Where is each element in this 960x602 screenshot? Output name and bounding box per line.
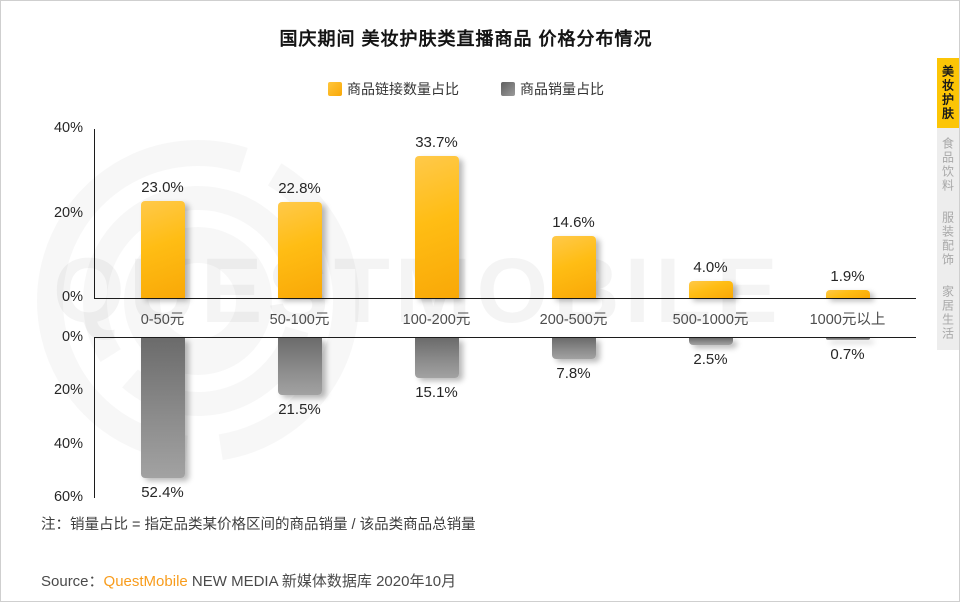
value-label-link-share: 4.0% [693,259,728,277]
value-label-link-share: 22.8% [278,179,321,197]
bottom-y-axis-tick: 60% [53,489,83,505]
top-zero-baseline [94,297,916,299]
bar-sales-share [414,338,459,379]
bottom-y-axis-line [94,338,96,498]
category-label: 100-200元 [402,312,471,328]
value-label-sales-share: 21.5% [278,401,321,419]
source-brand: QuestMobile [103,573,188,590]
bar-sales-share [551,338,596,359]
value-label-link-share: 23.0% [141,178,184,196]
bar-link-share [414,155,459,298]
bar-link-share [825,289,870,298]
bottom-zero-baseline [94,337,916,339]
value-label-link-share: 33.7% [415,133,458,151]
top-y-axis-line [94,129,96,298]
category-tab-bar: 美妆护肤 食品饮料 服装配饰 家居生活 [937,58,959,350]
tab-home-living[interactable]: 家居生活 [937,276,959,350]
bar-link-share [140,200,185,298]
value-label-sales-share: 15.1% [415,384,458,402]
legend: 商品链接数量占比 商品销量占比 [1,79,931,99]
legend-item-link-share: 商品链接数量占比 [328,79,459,99]
value-label-link-share: 1.9% [830,267,865,285]
source-prefix: Source： [41,573,104,590]
category-label: 50-100元 [269,312,330,328]
tab-food-beverage[interactable]: 食品饮料 [937,128,959,202]
legend-label: 商品链接数量占比 [347,81,459,97]
category-label: 1000元以上 [809,312,886,328]
bottom-y-axis-tick: 40% [53,435,83,452]
top-y-axis-tick: 0% [62,289,83,305]
footnote: 注：销量占比 = 指定品类某价格区间的商品销量 / 该品类商品总销量 [41,517,476,533]
bar-sales-share [140,338,185,478]
legend-label: 商品销量占比 [520,81,604,97]
category-label: 500-1000元 [672,312,749,328]
value-label-sales-share: 7.8% [556,364,591,382]
tab-beauty-skincare[interactable]: 美妆护肤 [937,58,959,128]
value-label-sales-share: 52.4% [141,483,184,501]
chart-title: 国庆期间 美妆护肤类直播商品 价格分布情况 [279,29,653,49]
legend-item-sales-share: 商品销量占比 [501,79,604,99]
bar-sales-share [277,338,322,396]
bar-link-share [688,281,733,298]
top-y-axis-tick: 20% [53,204,83,221]
value-label-sales-share: 2.5% [693,350,728,368]
category-label: 0-50元 [140,312,185,328]
bar-link-share [551,236,596,298]
source-line: Source：QuestMobile NEW MEDIA 新媒体数据库 2020… [41,570,456,591]
bar-sales-share [688,338,733,345]
value-label-link-share: 14.6% [552,214,595,232]
legend-swatch-gray [501,82,515,96]
legend-swatch-yellow [328,82,342,96]
bar-link-share [277,201,322,298]
bottom-y-axis-tick: 0% [62,329,83,345]
bottom-y-axis-tick: 20% [53,382,83,399]
top-y-axis-tick: 40% [53,120,83,136]
category-label: 200-500元 [539,312,608,328]
bar-sales-share [825,338,870,340]
value-label-sales-share: 0.7% [830,345,865,363]
source-rest: NEW MEDIA 新媒体数据库 2020年10月 [187,573,457,590]
tab-apparel-accessories[interactable]: 服装配饰 [937,202,959,276]
